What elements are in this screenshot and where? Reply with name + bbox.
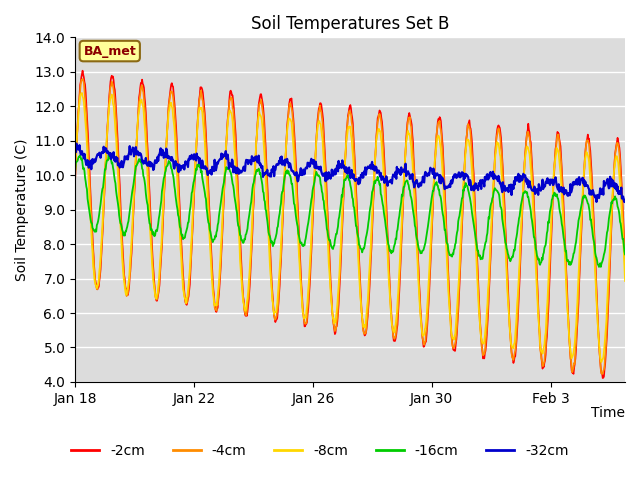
-2cm xyxy=(355,239,362,244)
-16cm xyxy=(387,251,395,256)
-8cm xyxy=(71,168,79,173)
-8cm xyxy=(78,90,86,96)
-4cm xyxy=(355,250,362,256)
-16cm xyxy=(595,264,603,270)
-2cm xyxy=(317,101,325,107)
-4cm xyxy=(71,175,79,181)
-8cm xyxy=(387,315,395,321)
-4cm xyxy=(346,110,354,116)
Line: -2cm: -2cm xyxy=(75,71,625,378)
-2cm xyxy=(621,258,629,264)
Text: Time: Time xyxy=(591,406,625,420)
-8cm xyxy=(621,278,629,284)
-2cm xyxy=(443,228,451,234)
-2cm xyxy=(599,375,607,381)
-32cm xyxy=(123,154,131,159)
-32cm xyxy=(387,179,395,185)
-8cm xyxy=(598,359,605,365)
-4cm xyxy=(123,293,131,299)
-16cm xyxy=(346,182,354,188)
-2cm xyxy=(387,310,395,315)
-8cm xyxy=(355,261,362,266)
-2cm xyxy=(71,177,79,183)
-16cm xyxy=(105,152,113,158)
-4cm xyxy=(443,233,451,239)
Line: -32cm: -32cm xyxy=(75,144,625,202)
-16cm xyxy=(443,239,451,245)
Y-axis label: Soil Temperature (C): Soil Temperature (C) xyxy=(15,138,29,281)
-4cm xyxy=(79,76,86,82)
Title: Soil Temperatures Set B: Soil Temperatures Set B xyxy=(251,15,449,33)
-4cm xyxy=(317,108,325,114)
-32cm xyxy=(621,199,628,205)
-8cm xyxy=(123,291,131,297)
-32cm xyxy=(355,181,362,187)
-4cm xyxy=(598,371,606,377)
-16cm xyxy=(621,252,629,257)
-32cm xyxy=(443,185,451,191)
Legend: -2cm, -4cm, -8cm, -16cm, -32cm: -2cm, -4cm, -8cm, -16cm, -32cm xyxy=(66,438,574,464)
-32cm xyxy=(72,141,80,146)
Line: -16cm: -16cm xyxy=(75,155,625,267)
-32cm xyxy=(317,168,325,174)
Line: -4cm: -4cm xyxy=(75,79,625,374)
-2cm xyxy=(346,102,354,108)
-2cm xyxy=(79,68,86,73)
-16cm xyxy=(123,226,131,232)
-32cm xyxy=(346,175,354,181)
-8cm xyxy=(346,124,354,130)
-16cm xyxy=(317,183,325,189)
Text: BA_met: BA_met xyxy=(83,45,136,58)
-8cm xyxy=(317,127,325,132)
Line: -8cm: -8cm xyxy=(75,93,625,362)
-32cm xyxy=(621,197,629,203)
-4cm xyxy=(621,266,629,272)
-2cm xyxy=(123,290,131,296)
-4cm xyxy=(387,312,395,318)
-32cm xyxy=(71,141,79,147)
-16cm xyxy=(71,168,79,174)
-8cm xyxy=(443,248,451,253)
-16cm xyxy=(355,235,362,241)
